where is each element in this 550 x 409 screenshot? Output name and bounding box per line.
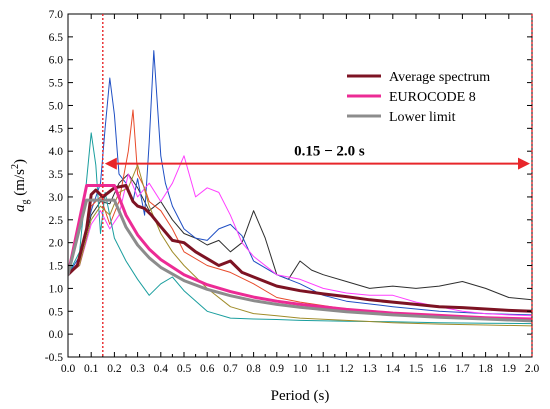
y-axis-title-sub: g: [20, 199, 31, 204]
x-tick-label: 0.8: [246, 363, 261, 375]
y-tick-label: 3.5: [49, 169, 64, 181]
y-tick-label: 5.0: [49, 100, 64, 112]
y-tick-label: 6.0: [49, 55, 64, 67]
x-tick-label: 0.3: [130, 363, 145, 375]
y-axis-title-close: ): [12, 159, 28, 164]
x-tick-label: 1.8: [478, 363, 493, 375]
y-axis-title-unit: (m/s: [12, 169, 28, 200]
annotation-label: 0.15 − 2.0 s: [294, 144, 365, 160]
legend-label-0: Average spectrum: [389, 70, 490, 85]
legend-label-1: EUROCODE 8: [389, 90, 476, 105]
series-line-8: [68, 164, 532, 327]
annotation-arrowhead-left: [104, 157, 117, 170]
plot-area: [68, 50, 532, 327]
y-axis-title: ag (m/s2): [10, 159, 31, 212]
series-line-0: [68, 184, 532, 313]
series-line-2: [68, 198, 532, 323]
x-tick-label: 0.4: [154, 363, 169, 375]
y-tick-label: 2.0: [49, 238, 64, 250]
y-axis-title-sup: 2: [10, 164, 21, 169]
x-tick-label: 1.3: [362, 363, 377, 375]
y-tick-label: -0.5: [45, 352, 63, 364]
x-tick-label: 1.7: [455, 363, 470, 375]
y-tick-label: 1.5: [49, 261, 64, 273]
y-axis-title-symbol: a: [12, 204, 28, 212]
y-tick-label: 6.5: [49, 32, 64, 44]
y-tick-label: 3.0: [49, 192, 64, 204]
y-tick-label: 5.5: [49, 78, 64, 90]
x-tick-label: 1.6: [432, 363, 447, 375]
x-tick-label: 1.4: [386, 363, 401, 375]
y-tick-label: 0.5: [49, 306, 64, 318]
legend-label-2: Lower limit: [389, 110, 456, 125]
y-tick-label: 4.0: [49, 146, 64, 158]
y-tick-label: 7.0: [49, 9, 64, 21]
x-tick-label: 0.9: [270, 363, 285, 375]
y-tick-label: 0.0: [49, 329, 64, 341]
y-tick-label: 2.5: [49, 215, 64, 227]
series-line-7: [68, 132, 532, 325]
y-tick-label: 1.0: [49, 283, 64, 295]
series-line-1: [68, 184, 532, 321]
x-tick-label: 1.5: [409, 363, 424, 375]
x-tick-label: 0.0: [61, 363, 76, 375]
x-tick-label: 0.7: [223, 363, 238, 375]
x-tick-label: 0.6: [200, 363, 215, 375]
series-line-6: [68, 155, 532, 317]
y-tick-label: 4.5: [49, 123, 64, 135]
x-tick-label: 2.0: [525, 363, 540, 375]
x-tick-label: 1.2: [339, 363, 354, 375]
x-axis-title: Period (s): [271, 388, 330, 404]
x-tick-label: 1.0: [293, 363, 308, 375]
x-tick-label: 1.1: [316, 363, 331, 375]
x-tick-label: 1.9: [502, 363, 517, 375]
annotation-arrowhead-right: [518, 157, 530, 170]
x-tick-label: 0.1: [84, 363, 99, 375]
x-tick-label: 0.2: [107, 363, 122, 375]
x-tick-label: 0.5: [177, 363, 192, 375]
